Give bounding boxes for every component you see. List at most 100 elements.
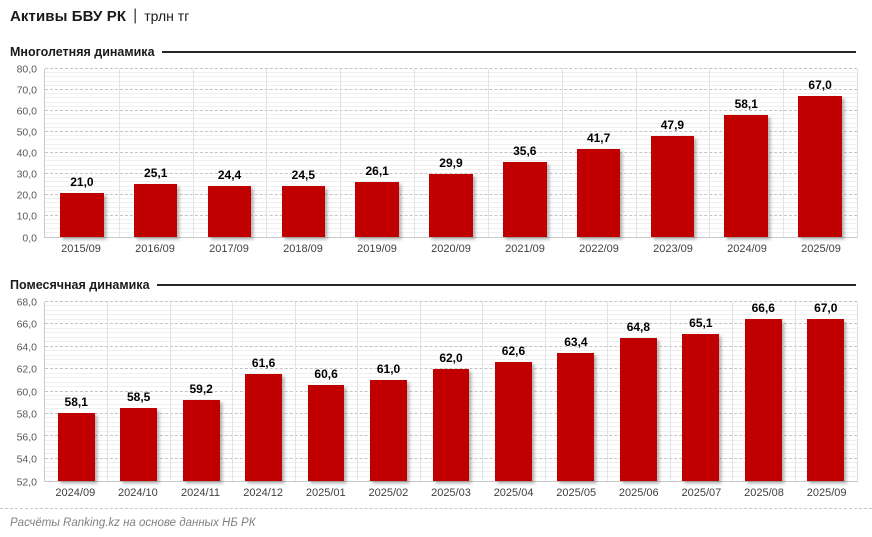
bar — [355, 182, 399, 237]
minor-gridline — [45, 327, 857, 329]
category-separator — [357, 302, 359, 481]
bar-value-label: 24,5 — [291, 167, 316, 182]
bar-value-label: 24,4 — [217, 167, 242, 182]
bar-slot: 26,1 — [340, 69, 414, 237]
major-gridline — [45, 368, 857, 370]
category-separator — [561, 69, 563, 237]
major-gridline — [45, 173, 857, 174]
section-gap — [10, 255, 858, 267]
category-separator — [635, 69, 637, 237]
bar-value-label: 21,0 — [70, 174, 94, 189]
minor-gridline — [45, 118, 857, 120]
bar — [307, 384, 345, 481]
category-separator — [544, 302, 546, 481]
minor-gridline — [45, 72, 857, 74]
bar-slot: 62,6 — [482, 302, 544, 481]
y-tick-label: 52,0 — [16, 475, 37, 488]
bar-slot: 35,6 — [488, 69, 562, 237]
x-tick-label: 2025/05 — [556, 487, 597, 499]
major-gridline — [45, 110, 857, 111]
minor-gridline — [45, 135, 857, 137]
minor-gridline — [45, 105, 857, 107]
minor-gridline — [45, 93, 857, 95]
x-tick-label: 2018/09 — [283, 243, 323, 255]
category-separator — [607, 302, 609, 481]
bar-slot: 24,4 — [193, 69, 267, 237]
minor-gridline — [45, 101, 857, 103]
x-axis: 2015/09 2016/09 2017/09 2018/09 2019/09 2020/… — [44, 238, 858, 255]
bar — [650, 136, 695, 237]
minor-gridline — [45, 341, 857, 343]
x-tick-label: 2024/10 — [118, 487, 158, 499]
bar-slot: 47,9 — [636, 69, 710, 237]
minor-gridline — [45, 147, 857, 149]
minor-gridline — [45, 143, 857, 145]
major-gridline — [45, 131, 857, 132]
bar-slot: 41,7 — [562, 69, 636, 237]
section-title: Помесячная динамика — [10, 278, 150, 292]
chart-section-yearly: Многолетняя динамика 80,0 70,0 60,0 50,0 40,… — [10, 44, 858, 255]
y-tick-label: 50,0 — [16, 126, 37, 139]
category-separator — [169, 302, 171, 481]
x-tick-label: 2016/09 — [135, 243, 175, 255]
minor-gridline — [45, 314, 857, 316]
minor-gridline — [45, 156, 857, 158]
bar-slot: 65,1 — [670, 302, 732, 481]
major-gridline — [45, 301, 857, 302]
category-separator — [669, 302, 671, 481]
bar — [744, 319, 782, 481]
section-rule — [161, 51, 856, 53]
category-separator — [294, 302, 296, 481]
bar-value-label: 63,4 — [564, 335, 588, 350]
category-separator — [709, 69, 711, 237]
minor-gridline — [45, 332, 857, 334]
x-tick-label: 2025/09 — [801, 243, 841, 255]
category-separator — [482, 302, 484, 481]
bar-slot: 67,0 — [783, 69, 857, 237]
plot-area: 21,0 25,1 24,4 24,5 26,1 29,9 35,6 41,7 47,9 58,1… — [44, 68, 858, 238]
bar-slot: 25,1 — [119, 69, 193, 237]
minor-gridline — [45, 350, 857, 352]
minor-gridline — [45, 84, 857, 86]
x-tick-label: 2020/09 — [431, 243, 471, 255]
x-tick-label: 2025/09 — [806, 487, 847, 499]
major-gridline — [45, 89, 857, 90]
bar-slot: 66,6 — [732, 302, 794, 481]
x-tick-label: 2025/04 — [493, 487, 534, 499]
bar — [370, 380, 407, 481]
bar-value-label: 60,6 — [314, 366, 338, 381]
category-separator — [118, 69, 120, 237]
bar — [245, 373, 283, 481]
y-tick-label: 80,0 — [16, 62, 37, 75]
minor-gridline — [45, 126, 857, 128]
y-tick-label: 66,0 — [16, 318, 37, 331]
bar — [807, 319, 845, 481]
category-separator — [414, 69, 416, 237]
x-tick-label: 2025/02 — [368, 487, 409, 499]
x-tick-label: 2024/09 — [55, 487, 96, 499]
y-tick-label: 70,0 — [16, 83, 37, 96]
x-tick-label: 2025/08 — [744, 487, 784, 499]
x-tick-label: 2024/11 — [181, 487, 220, 499]
category-separator — [732, 302, 734, 481]
category-separator — [107, 302, 109, 481]
bar-slot: 59,2 — [170, 302, 232, 481]
bar — [724, 115, 769, 237]
x-axis: 2024/09 2024/10 2024/11 2024/12 2025/01 2025/… — [44, 482, 858, 499]
y-tick-label: 20,0 — [16, 189, 37, 202]
bar-slot: 21,0 — [45, 69, 119, 237]
bar — [798, 96, 842, 237]
bar-value-label: 66,6 — [751, 301, 775, 315]
bar — [619, 337, 657, 481]
minor-gridline — [45, 122, 857, 124]
y-tick-label: 60,0 — [16, 385, 37, 398]
bar — [60, 192, 104, 237]
major-gridline — [45, 323, 857, 325]
bar-value-label: 67,0 — [814, 301, 838, 315]
title-separator: | — [133, 7, 138, 24]
category-separator — [266, 69, 268, 237]
bar-value-label: 26,1 — [365, 164, 389, 179]
minor-gridline — [45, 305, 857, 307]
monthly-bar-chart: 68,0 66,0 64,0 62,0 60,0 58,0 56,0 54,0 52,0 58,… — [10, 297, 858, 499]
minor-gridline — [45, 336, 857, 338]
